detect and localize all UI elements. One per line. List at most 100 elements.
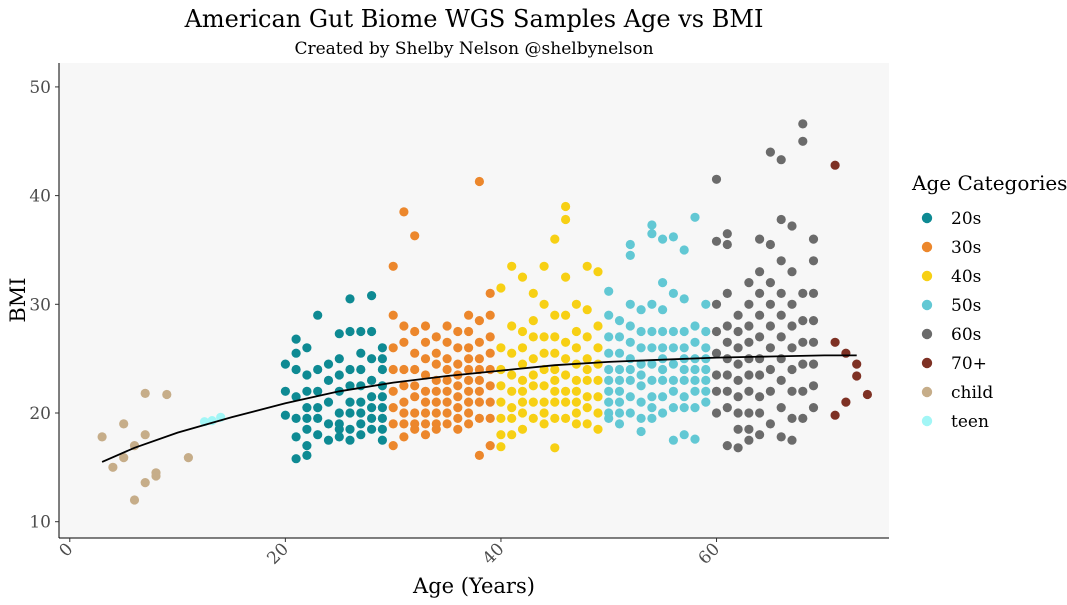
point-30s — [464, 397, 474, 407]
point-child — [119, 419, 129, 429]
point-40s — [517, 424, 528, 434]
point-20s — [345, 424, 355, 434]
point-60s — [711, 386, 722, 396]
y-axis-ticks: 10 20 30 40 50 — [29, 78, 59, 533]
point-50s — [604, 348, 614, 358]
point-60s — [776, 375, 786, 385]
point-60s — [711, 174, 722, 184]
point-60s — [765, 147, 776, 157]
point-50s — [614, 375, 625, 385]
point-20s — [334, 354, 344, 364]
point-40s — [539, 261, 549, 271]
point-20s — [291, 364, 301, 375]
point-50s — [636, 413, 646, 423]
x-axis-ticks: 0 20 40 60 — [56, 538, 724, 569]
point-70+ — [862, 389, 873, 400]
point-40s — [561, 354, 571, 364]
point-20s — [345, 435, 355, 445]
point-40s — [507, 370, 517, 380]
point-60s — [787, 413, 797, 423]
point-50s — [701, 299, 711, 309]
point-40s — [582, 375, 592, 385]
point-30s — [420, 337, 431, 347]
point-50s — [636, 305, 646, 315]
legend-label-30s: 30s — [951, 238, 981, 258]
point-30s — [388, 310, 398, 320]
scatter-points — [97, 119, 873, 505]
point-50s — [614, 386, 625, 396]
point-60s — [765, 419, 776, 429]
point-30s — [485, 441, 495, 451]
point-20s — [356, 397, 366, 407]
point-50s — [668, 288, 679, 298]
point-30s — [474, 397, 484, 407]
point-50s — [690, 386, 700, 396]
point-60s — [744, 337, 754, 347]
point-40s — [593, 359, 603, 369]
point-20s — [302, 413, 312, 423]
point-40s — [517, 375, 528, 385]
point-50s — [604, 386, 614, 396]
point-30s — [399, 364, 409, 375]
point-70+ — [841, 397, 851, 407]
point-20s — [334, 329, 344, 339]
point-60s — [744, 354, 754, 364]
point-60s — [776, 403, 786, 413]
point-40s — [561, 413, 571, 423]
chart-title: American Gut Biome WGS Samples Age vs BM… — [184, 5, 764, 33]
point-50s — [636, 426, 646, 437]
point-40s — [507, 413, 517, 423]
point-30s — [420, 408, 431, 418]
point-30s — [399, 397, 409, 407]
point-60s — [722, 441, 732, 451]
point-50s — [625, 337, 635, 347]
point-50s — [636, 359, 646, 369]
point-20s — [377, 381, 387, 391]
legend-label-60s: 60s — [951, 325, 981, 345]
point-50s — [679, 375, 689, 385]
point-30s — [474, 386, 484, 396]
point-50s — [604, 413, 614, 423]
point-60s — [776, 155, 786, 165]
point-50s — [701, 375, 711, 385]
point-50s — [658, 343, 668, 353]
point-30s — [410, 364, 420, 375]
point-20s — [302, 370, 312, 380]
point-20s — [377, 392, 387, 402]
point-50s — [647, 403, 657, 413]
point-child — [108, 462, 118, 472]
legend-key-70+ — [921, 357, 933, 369]
point-60s — [776, 256, 786, 266]
point-child — [140, 430, 150, 440]
point-60s — [733, 375, 743, 385]
point-60s — [744, 408, 754, 418]
point-20s — [345, 381, 355, 391]
point-70+ — [852, 371, 862, 381]
point-20s — [313, 386, 323, 396]
point-60s — [765, 299, 776, 309]
point-50s — [679, 430, 689, 440]
point-30s — [464, 408, 474, 418]
point-20s — [302, 403, 312, 413]
point-50s — [658, 305, 668, 315]
point-50s — [636, 343, 646, 353]
x-tick-label: 40 — [479, 539, 508, 568]
legend-key-20s — [921, 212, 933, 224]
point-30s — [399, 432, 409, 442]
point-40s — [517, 343, 528, 353]
point-40s — [539, 348, 549, 358]
legend-key-child — [921, 386, 933, 398]
point-50s — [614, 332, 625, 342]
point-child — [183, 453, 193, 463]
point-50s — [625, 299, 635, 309]
point-60s — [755, 370, 765, 380]
point-20s — [313, 310, 323, 320]
point-30s — [410, 381, 420, 391]
point-30s — [388, 441, 398, 451]
point-20s — [367, 424, 377, 434]
point-40s — [582, 261, 592, 271]
point-40s — [561, 397, 571, 407]
point-60s — [733, 310, 743, 320]
point-60s — [744, 435, 754, 445]
point-child — [151, 468, 161, 478]
